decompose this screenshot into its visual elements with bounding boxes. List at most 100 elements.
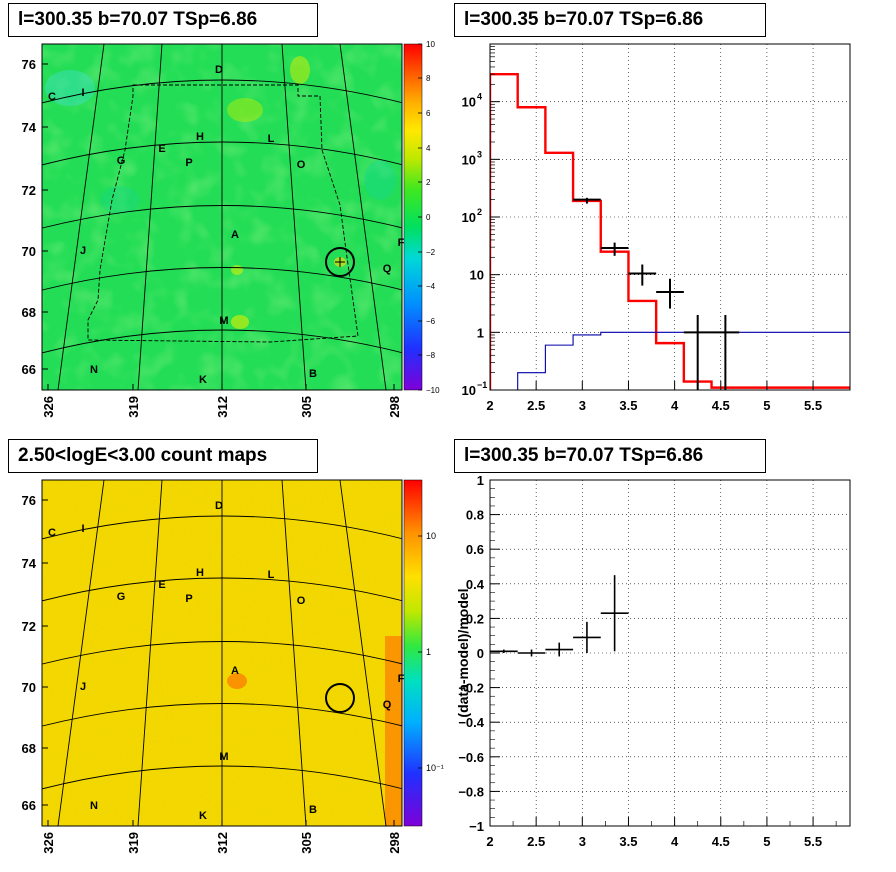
y-tick-label: 0.8 [466,508,484,523]
colorbar-tick-label: 4 [426,144,431,153]
x-tick-label: 2.5 [527,398,545,413]
colorbar [404,480,422,826]
panel-title-residual: l=300.35 b=70.07 TSp=6.86 [454,439,766,473]
x-tick-label: 5.5 [804,398,822,413]
colorbar-tick-label: 1 [426,647,431,657]
y-tick-label: 74 [22,120,37,135]
panel-title-count-map: 2.50<logE<3.00 count maps [8,439,318,473]
source-label: I [81,523,84,535]
colorbar-tick-label: −4 [426,282,436,291]
source-label: C [48,527,56,539]
source-label: E [158,579,165,591]
source-label: Q [383,699,392,711]
x-tick-label: 3 [579,398,586,413]
y-tick-label: 68 [22,741,36,756]
model-step-line [490,72,850,390]
colorbar-tick-label: −6 [426,317,436,326]
colorbar-tick-label: 10⁻¹ [426,763,444,773]
source-label: J [80,681,86,693]
y-tick-label: 0 [477,646,484,661]
plot-area [490,72,850,390]
source-label: M [219,751,228,763]
y-tick-label: 10 [462,152,476,167]
colorbar [404,44,422,390]
plot-area [490,575,629,657]
x-tick-label: 4.5 [712,834,730,849]
source-label: Q [383,263,392,275]
source-label: E [158,143,165,155]
x-tick-label: 2 [486,834,493,849]
colorbar-frame [403,479,423,827]
data-point [573,197,601,204]
panel-title-spectrum: l=300.35 b=70.07 TSp=6.86 [454,3,766,37]
source-label: L [268,133,275,145]
source-label: J [80,245,86,257]
data-point [683,314,712,390]
map-hotspots [45,56,396,329]
source-label: D [215,500,223,512]
y-tick-label: 10 [462,383,476,398]
y-tick-label: 1 [477,325,484,340]
y-tick-label: 1 [477,473,484,488]
data-point [711,314,740,390]
source-label: O [297,595,306,607]
source-label: I [81,87,84,99]
background-step-line [517,331,850,390]
source-label: N [90,364,98,376]
colorbar-tick-label: −10 [426,386,440,395]
colorbar-tick-label: −2 [426,248,436,257]
colorbar-tick-label: 0 [426,213,431,222]
x-axis: 326 319 312 305 298 [41,820,402,854]
source-label: N [90,800,98,812]
y-tick-label: 10 [470,268,484,283]
x-tick-label: 305 [299,396,314,418]
y-tick-label: 10 [462,210,476,225]
colorbar-tick-label: 2 [426,178,431,187]
source-labels: C I D E H L G P O A J F Q M N K B [48,500,405,822]
x-tick-label: 312 [215,832,230,854]
axes: 2 2.5 3 3.5 4 4.5 5 5.5 1 0.8 0.6 0.4 0.2 0 −0.2 −0.4 −0… [455,473,837,849]
grid [489,44,850,391]
x-tick-label: 2 [486,398,493,413]
y-tick-exponent: 2 [477,207,482,217]
x-tick-label: 3.5 [619,834,637,849]
y-tick-label: 70 [22,244,36,259]
y-tick-exponent: −1 [477,380,487,390]
source-label: F [398,237,405,249]
x-tick-label: 298 [387,832,402,854]
y-tick-exponent: 4 [477,92,482,102]
x-tick-label: 4.5 [712,398,730,413]
x-tick-label: 4 [671,834,679,849]
source-label: C [48,91,56,103]
source-label: A [231,665,239,677]
x-tick-label: 5 [763,398,770,413]
y-tick-label: −0.4 [458,715,484,730]
source-label: G [117,155,126,167]
panel-title-ts-map: l=300.35 b=70.07 TSp=6.86 [8,3,318,37]
x-tick-label: 3 [579,834,586,849]
x-tick-label: 3.5 [619,398,637,413]
y-tick-label: −0.2 [458,681,484,696]
y-axis: 76 74 72 70 68 66 [22,57,48,377]
y-tick-label: 0.6 [466,542,484,557]
source-label: P [185,157,192,169]
source-label: P [185,593,192,605]
y-tick-label: −0.8 [458,784,484,799]
y-tick-label: 76 [22,57,36,72]
count-map-panel: C I D E H L G P O A J F Q M N K B 76 74 72 70 68 66 326 319 312… [22,479,444,854]
colorbar-axis: 10 1 10⁻¹ [418,531,444,773]
y-tick-label: 68 [22,305,36,320]
source-label: K [199,374,207,386]
y-tick-label: 70 [22,680,36,695]
x-tick-label: 326 [41,396,56,418]
y-tick-label: 72 [22,183,36,198]
x-tick-label: 298 [387,396,402,418]
residual-point [545,642,574,657]
colorbar-tick-label: 6 [426,109,431,118]
source-label: B [309,368,317,380]
residual-point [490,649,518,653]
